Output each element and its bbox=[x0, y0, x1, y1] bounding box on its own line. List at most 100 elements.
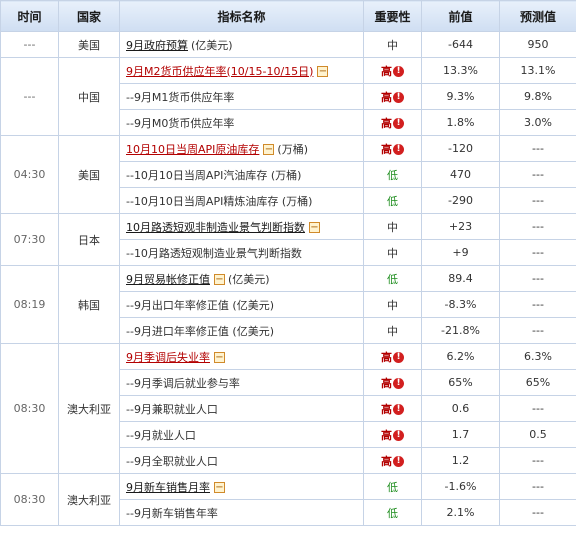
importance-cell: 高! bbox=[363, 109, 422, 136]
indicator-cell: --10月10日当周API精炼油库存 (万桶) bbox=[119, 187, 364, 214]
table-row: --9月新车销售年率 低 2.1% --- bbox=[1, 499, 576, 526]
indicator-cell: --9月新车销售年率 bbox=[119, 499, 364, 526]
previous-value: 6.2% bbox=[421, 343, 500, 370]
table-row: 08:30 澳大利亚 9月新车销售月率 − 低 -1.6% --- bbox=[0, 473, 576, 526]
importance-label: 低 bbox=[387, 506, 398, 520]
forecast-value: --- bbox=[499, 239, 576, 266]
indicator-name: --9月M0货币供应年率 bbox=[126, 116, 235, 130]
indicator-link[interactable]: 9月新车销售月率 bbox=[126, 480, 210, 494]
indicator-cell: --10月路透短观制造业景气判断指数 bbox=[119, 239, 364, 266]
indicator-unit: (亿美元) bbox=[191, 38, 233, 52]
indicator-link[interactable]: 9月贸易帐修正值 bbox=[126, 272, 210, 286]
indicator-link[interactable]: 10月10日当周API原油库存 bbox=[126, 142, 260, 156]
forecast-value: --- bbox=[499, 161, 576, 188]
indicator-unit: (万桶) bbox=[277, 142, 308, 156]
previous-value: -1.6% bbox=[421, 473, 500, 500]
importance-label: 高 bbox=[381, 350, 392, 364]
table-row: --- 美国 9月政府预算 (亿美元) 中 -644 950 bbox=[0, 31, 576, 58]
importance-label: 高 bbox=[381, 454, 392, 468]
previous-value: 0.6 bbox=[421, 395, 500, 422]
indicator-cell: --9月M1货币供应年率 bbox=[119, 83, 364, 110]
collapse-toggle-icon[interactable]: − bbox=[214, 274, 225, 285]
event-time: 08:30 bbox=[0, 473, 59, 526]
forecast-value: --- bbox=[499, 135, 576, 162]
indicator-name: --9月就业人口 bbox=[126, 428, 196, 442]
indicator-cell: --9月M0货币供应年率 bbox=[119, 109, 364, 136]
indicator-cell: 9月季调后失业率 − bbox=[119, 343, 364, 370]
indicator-cell: --9月兼职就业人口 bbox=[119, 395, 364, 422]
alert-icon: ! bbox=[393, 144, 404, 155]
indicator-name: --10月10日当周API汽油库存 (万桶) bbox=[126, 168, 302, 182]
indicator-cell: 10月路透短观非制造业景气判断指数 − bbox=[119, 213, 364, 240]
header-row: 时间 国家 指标名称 重要性 前值 预测值 bbox=[0, 0, 576, 32]
forecast-value: --- bbox=[499, 317, 576, 344]
indicator-link[interactable]: 9月季调后失业率 bbox=[126, 350, 210, 364]
previous-value: 470 bbox=[421, 161, 500, 188]
forecast-value: 9.8% bbox=[499, 83, 576, 110]
importance-label: 高 bbox=[381, 64, 392, 78]
indicator-link[interactable]: 9月M2货币供应年率(10/15-10/15日) bbox=[126, 64, 314, 78]
collapse-toggle-icon[interactable]: − bbox=[214, 482, 225, 493]
table-row: --9月兼职就业人口高! 0.6 --- bbox=[1, 395, 576, 422]
importance-label: 低 bbox=[387, 194, 398, 208]
importance-label: 中 bbox=[387, 324, 398, 338]
previous-value: 13.3% bbox=[421, 57, 500, 84]
event-country: 中国 bbox=[58, 57, 120, 136]
indicator-cell: 9月M2货币供应年率(10/15-10/15日) − bbox=[119, 57, 364, 84]
importance-label: 中 bbox=[387, 38, 398, 52]
table-row: 04:30 美国 10月10日当周API原油库存 − (万桶) 高! -120 --- bbox=[0, 135, 576, 214]
collapse-toggle-icon[interactable]: − bbox=[263, 144, 275, 155]
forecast-value: 3.0% bbox=[499, 109, 576, 136]
importance-cell: 高! bbox=[363, 395, 422, 422]
event-time: 04:30 bbox=[0, 135, 59, 214]
previous-value: -8.3% bbox=[421, 291, 500, 318]
indicator-name: --10月10日当周API精炼油库存 (万桶) bbox=[126, 194, 313, 208]
previous-value: 65% bbox=[421, 369, 500, 396]
forecast-value: --- bbox=[499, 473, 576, 500]
collapse-toggle-icon[interactable]: − bbox=[214, 352, 225, 363]
importance-cell: 低 bbox=[363, 473, 422, 500]
alert-icon: ! bbox=[393, 378, 404, 389]
indicator-unit: (亿美元) bbox=[228, 272, 270, 286]
indicator-name: --9月新车销售年率 bbox=[126, 506, 218, 520]
previous-value: -21.8% bbox=[421, 317, 500, 344]
importance-cell: 中 bbox=[363, 31, 422, 58]
indicator-link[interactable]: 9月政府预算 bbox=[126, 38, 188, 52]
importance-cell: 中 bbox=[363, 239, 422, 266]
forecast-value: 0.5 bbox=[499, 421, 576, 448]
importance-cell: 中 bbox=[363, 317, 422, 344]
forecast-value: 6.3% bbox=[499, 343, 576, 370]
header-indicator: 指标名称 bbox=[119, 0, 364, 32]
previous-value: -120 bbox=[421, 135, 500, 162]
importance-cell: 高! bbox=[363, 421, 422, 448]
header-previous: 前值 bbox=[421, 0, 500, 32]
importance-cell: 低 bbox=[363, 499, 422, 526]
importance-cell: 低 bbox=[363, 161, 422, 188]
importance-label: 高 bbox=[381, 402, 392, 416]
event-time: 08:30 bbox=[0, 343, 59, 474]
event-country: 美国 bbox=[58, 135, 120, 214]
importance-cell: 高! bbox=[363, 135, 422, 162]
table-row: 08:19 韩国 9月贸易帐修正值 − (亿美元) 低 89.4 --- bbox=[0, 265, 576, 344]
importance-label: 中 bbox=[387, 246, 398, 260]
importance-label: 高 bbox=[381, 142, 392, 156]
forecast-value: 13.1% bbox=[499, 57, 576, 84]
table-row: 08:30 澳大利亚 9月季调后失业率 − 高! 6.2% 6.3% bbox=[0, 343, 576, 474]
header-time: 时间 bbox=[0, 0, 59, 32]
table-row: --9月季调后就业参与率高! 65% 65% bbox=[1, 369, 576, 396]
previous-value: +9 bbox=[421, 239, 500, 266]
indicator-link[interactable]: 10月路透短观非制造业景气判断指数 bbox=[126, 220, 305, 234]
collapse-toggle-icon[interactable]: − bbox=[309, 222, 320, 233]
importance-cell: 高! bbox=[363, 57, 422, 84]
table-row: --10月10日当周API精炼油库存 (万桶) 低 -290 --- bbox=[1, 187, 576, 214]
indicator-cell: --9月出口年率修正值 (亿美元) bbox=[119, 291, 364, 318]
indicator-cell: 9月政府预算 (亿美元) bbox=[119, 31, 364, 58]
collapse-toggle-icon[interactable]: − bbox=[317, 66, 329, 77]
previous-value: 1.7 bbox=[421, 421, 500, 448]
importance-cell: 中 bbox=[363, 291, 422, 318]
indicator-name: --9月全职就业人口 bbox=[126, 454, 218, 468]
alert-icon: ! bbox=[393, 404, 404, 415]
event-country: 美国 bbox=[58, 31, 120, 58]
forecast-value: 65% bbox=[499, 369, 576, 396]
